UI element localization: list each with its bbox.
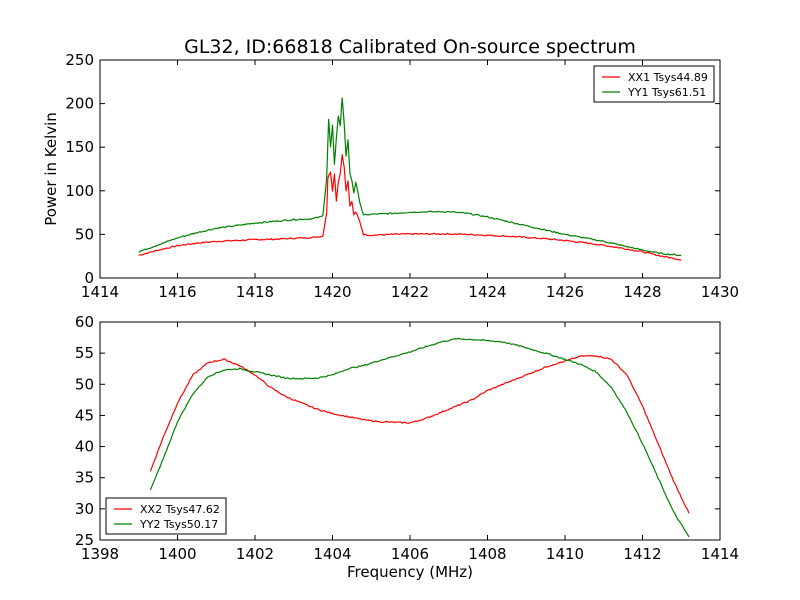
chart-title: GL32, ID:66818 Calibrated On-source spec…	[184, 36, 636, 58]
bottom-y-tick-label-2: 35	[75, 469, 94, 487]
bottom-y-tick-label-7: 60	[75, 313, 94, 331]
top-legend: XX1 Tsys44.89 YY1 Tsys61.51	[593, 65, 715, 103]
top-y-tick-label-0: 0	[84, 269, 94, 287]
bottom-x-axis-label: Frequency (MHz)	[347, 563, 473, 581]
bottom-x-tick-label-7: 1412	[623, 545, 661, 563]
bottom-x-tick-label-5: 1408	[468, 545, 506, 563]
bottom-legend-label-2: YY2 Tsys50.17	[139, 518, 218, 531]
top-x-tick-label-5: 1424	[468, 283, 506, 301]
top-x-tick-label-0: 1414	[81, 283, 119, 301]
bottom-x-tick-label-3: 1404	[313, 545, 351, 563]
top-x-tick-label-4: 1422	[391, 283, 429, 301]
top-series-line-2	[138, 97, 682, 257]
bottom-legend: XX2 Tsys47.62 YY2 Tsys50.17	[105, 497, 227, 535]
bottom-y-tick-label-6: 55	[75, 344, 94, 362]
top-x-tick-label-6: 1426	[546, 283, 584, 301]
top-legend-label-1: XX1 Tsys44.89	[628, 71, 708, 84]
bottom-x-tick-label-4: 1406	[391, 545, 429, 563]
top-x-tick-label-3: 1420	[313, 283, 351, 301]
bottom-series-line-2	[149, 337, 690, 538]
bottom-series-line-1	[149, 354, 690, 514]
top-x-tick-label-1: 1416	[158, 283, 196, 301]
bottom-legend-label-1: XX2 Tsys47.62	[140, 503, 220, 516]
top-y-tick-label-4: 200	[65, 95, 94, 113]
top-series-line-1	[138, 154, 682, 261]
bottom-series-layer	[149, 337, 690, 538]
bottom-panel: 1398 1400 1402 1404 1406 1408 1410 1412 1414 25 30…	[75, 313, 739, 581]
bottom-y-tick-label-3: 40	[75, 438, 94, 456]
top-y-axis-label: Power in Kelvin	[42, 112, 60, 226]
bottom-y-tick-label-1: 30	[75, 500, 94, 518]
bottom-x-tick-label-8: 1414	[701, 545, 739, 563]
bottom-legend-box	[105, 497, 227, 535]
bottom-ticks-layer: 1398 1400 1402 1404 1406 1408 1410 1412 1414 25 30…	[75, 313, 739, 563]
top-series-layer	[138, 97, 682, 261]
top-legend-label-2: YY1 Tsys61.51	[627, 86, 706, 99]
top-panel: 1414 1416 1418 1420 1422 1424 1426 1428 1430 0 50 1…	[42, 51, 739, 301]
top-ticks-layer: 1414 1416 1418 1420 1422 1424 1426 1428 1430 0 50 1…	[65, 51, 739, 301]
top-x-tick-label-7: 1428	[623, 283, 661, 301]
top-y-tick-label-2: 100	[65, 182, 94, 200]
bottom-y-tick-label-0: 25	[75, 531, 94, 549]
bottom-x-tick-label-0: 1398	[81, 545, 119, 563]
bottom-x-tick-label-2: 1402	[236, 545, 274, 563]
top-x-tick-label-8: 1430	[701, 283, 739, 301]
bottom-x-tick-label-1: 1400	[158, 545, 196, 563]
bottom-y-tick-label-5: 50	[75, 375, 94, 393]
top-legend-box	[593, 65, 715, 103]
bottom-x-tick-label-6: 1410	[546, 545, 584, 563]
top-y-tick-label-1: 50	[75, 225, 94, 243]
bottom-y-tick-label-4: 45	[75, 406, 94, 424]
top-y-tick-label-3: 150	[65, 138, 94, 156]
top-y-tick-label-5: 250	[65, 51, 94, 69]
top-x-tick-label-2: 1418	[236, 283, 274, 301]
